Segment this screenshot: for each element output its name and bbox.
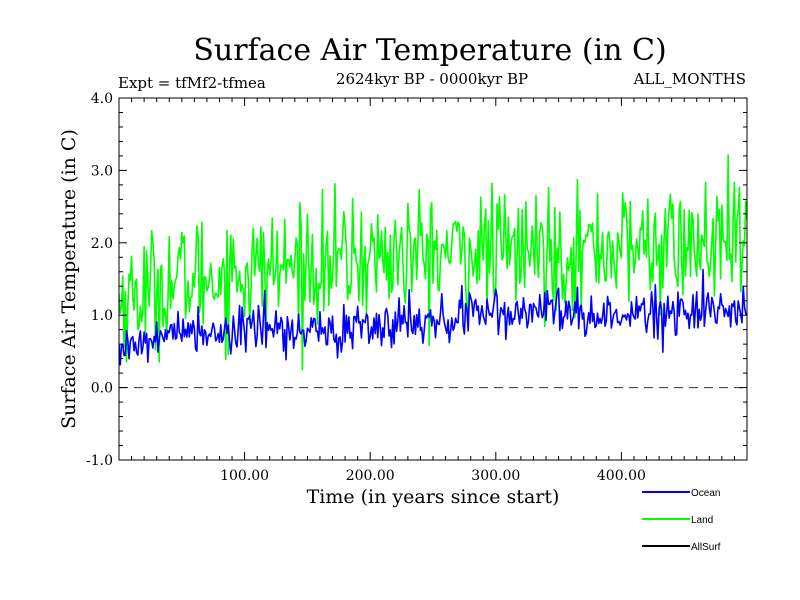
axis-ticks: 100.00 200.00 300.00 400.00 -1.0 0.0 1.0 2.0 3.0… (86, 91, 747, 484)
x-tick-label: 200.00 (346, 468, 395, 484)
plot-area: 100.00 200.00 300.00 400.00 -1.0 0.0 1.0 2.0 3.0… (86, 91, 748, 484)
y-tick-label: 4.0 (91, 91, 113, 107)
chart-subtitle: 2624kyr BP - 0000kyr BP (336, 70, 528, 88)
x-axis-label: Time (in years since start) (307, 486, 560, 508)
x-tick-label: 100.00 (220, 468, 269, 484)
series-line-ocean (119, 268, 747, 366)
legend-label-allsurf: AllSurf (691, 542, 721, 553)
months-label: ALL_MONTHS (633, 70, 746, 88)
chart-title: Surface Air Temperature (in C) (193, 33, 666, 68)
y-tick-label: -1.0 (86, 453, 113, 469)
y-tick-label: 2.0 (91, 236, 113, 252)
y-axis-label: Surface Air Temperature (in C) (58, 129, 80, 429)
y-tick-label: 3.0 (91, 163, 113, 179)
legend-label-ocean: Ocean (691, 488, 720, 499)
x-tick-label: 300.00 (471, 468, 520, 484)
legend: Ocean Land AllSurf (642, 488, 721, 553)
x-tick-label: 400.00 (597, 468, 646, 484)
series-layer (119, 154, 747, 371)
series-line-land (119, 154, 747, 371)
experiment-label: Expt = tfMf2-tfmea (118, 74, 266, 92)
y-tick-label: 1.0 (91, 308, 113, 324)
y-tick-label: 0.0 (91, 381, 113, 397)
legend-label-land: Land (691, 515, 713, 526)
